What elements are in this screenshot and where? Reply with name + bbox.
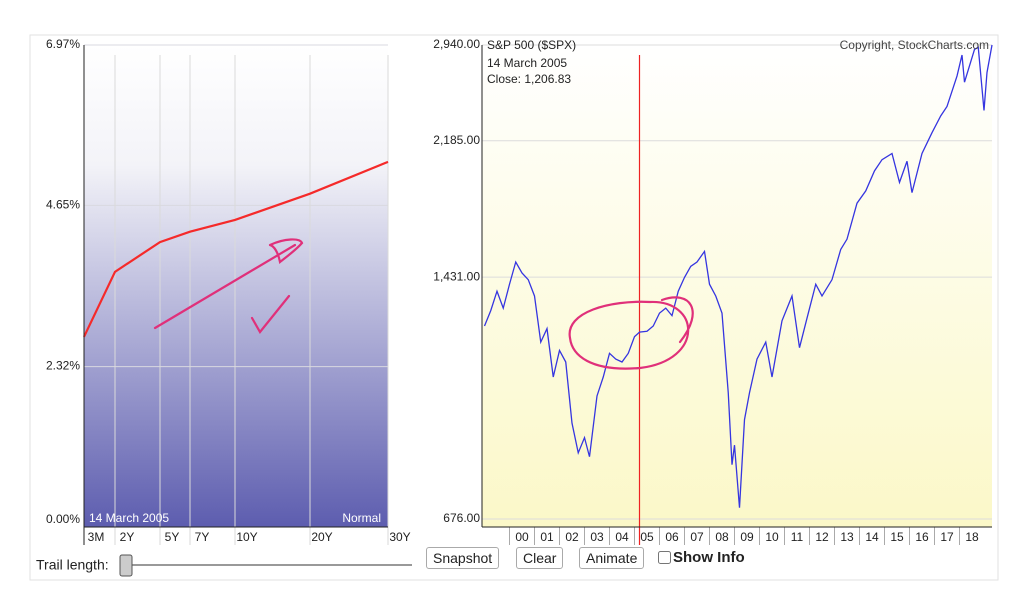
left-plot <box>84 45 388 527</box>
yield-curve <box>83 160 389 338</box>
x-tick-label: 14 <box>865 530 879 544</box>
animate-button[interactable]: Animate <box>579 547 645 569</box>
x-tick-label: 2Y <box>120 530 135 544</box>
x-tick-label: 13 <box>840 530 854 544</box>
chart-title: S&P 500 ($SPX) <box>487 38 576 52</box>
x-tick-label: 05 <box>640 530 654 544</box>
x-tick-label: 3M <box>88 530 105 544</box>
y-tick-label: 676.00 <box>443 511 480 525</box>
x-tick-label: 7Y <box>195 530 210 544</box>
y-tick-label: 1,431.00 <box>433 269 480 283</box>
x-tick-label: 04 <box>615 530 629 544</box>
x-tick-label: 30Y <box>389 530 410 544</box>
y-tick-label: 2,185.00 <box>433 133 480 147</box>
x-tick-label: 08 <box>715 530 729 544</box>
cursor-close: Close: 1,206.83 <box>487 72 571 86</box>
show-info[interactable]: Show Info <box>656 549 745 566</box>
x-tick-label: 03 <box>590 530 604 544</box>
y-tick-label: 2,940.00 <box>433 37 480 51</box>
x-tick-label: 18 <box>965 530 979 544</box>
cursor-date: 14 March 2005 <box>487 56 567 70</box>
clear-button[interactable]: Clear <box>516 547 564 569</box>
x-tick-label: 01 <box>540 530 554 544</box>
x-tick-label: 10 <box>765 530 779 544</box>
x-tick-label: 16 <box>915 530 929 544</box>
y-tick-label: 2.32% <box>46 359 80 373</box>
curve-date: 14 March 2005 <box>89 511 169 525</box>
x-tick-label: 00 <box>515 530 529 544</box>
hand-annotations <box>153 238 694 370</box>
x-tick-label: 15 <box>890 530 904 544</box>
drawn-arrow <box>153 238 304 330</box>
right-plot <box>482 45 992 527</box>
x-tick-label: 07 <box>690 530 704 544</box>
x-tick-label: 17 <box>940 530 954 544</box>
snapshot-button[interactable]: Snapshot <box>426 547 500 569</box>
x-tick-label: 11 <box>791 530 804 544</box>
x-tick-label: 02 <box>565 530 579 544</box>
x-tick-label: 06 <box>665 530 679 544</box>
slider-thumb[interactable] <box>119 554 133 577</box>
x-tick-label: 12 <box>815 530 829 544</box>
frame <box>29 34 999 581</box>
drawn-check <box>250 294 291 334</box>
trail-label: Trail length: <box>36 557 109 573</box>
x-tick-label: 09 <box>740 530 754 544</box>
x-tick-label: 5Y <box>165 530 180 544</box>
y-tick-label: 6.97% <box>46 37 80 51</box>
price-line <box>483 44 993 508</box>
show-info-checkbox[interactable] <box>658 551 671 564</box>
copyright: Copyright, StockCharts.com <box>840 38 989 52</box>
y-tick-label: 0.00% <box>46 512 80 526</box>
curve-shape: Normal <box>342 511 381 525</box>
x-tick-label: 20Y <box>311 530 332 544</box>
price-chart: 676.00 1,431.00 2,185.00 2,940.00 00 01 02 03 04… <box>433 37 993 545</box>
y-tick-label: 4.65% <box>46 198 80 212</box>
drawn-circle <box>568 296 694 370</box>
show-info-label: Show Info <box>673 549 745 566</box>
x-tick-label: 10Y <box>236 530 257 544</box>
